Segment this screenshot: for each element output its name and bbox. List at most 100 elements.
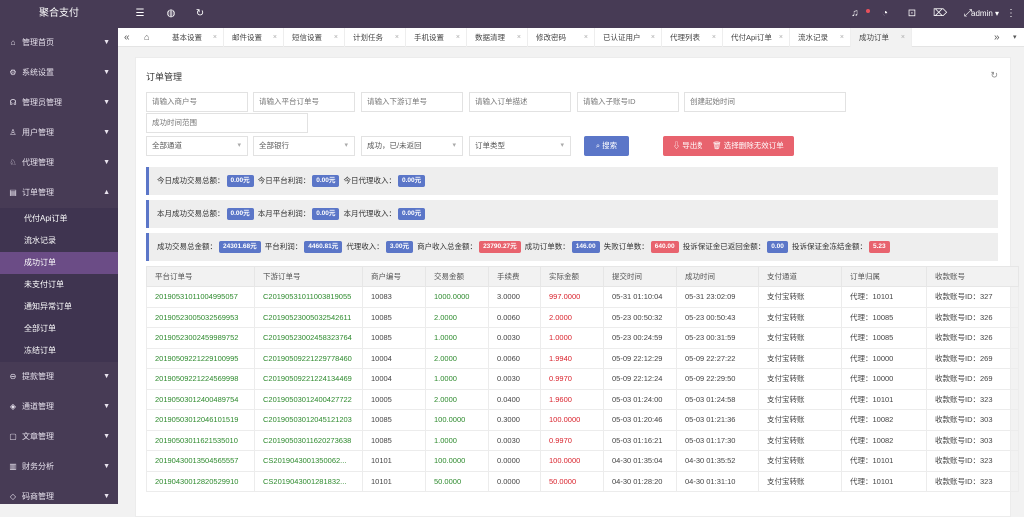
table-row[interactable]: 20190523002459989752 C2019052300245832376… <box>146 327 1019 349</box>
sidebar-subitem-0[interactable]: 代付Api订单 <box>0 208 118 230</box>
tabs-menu-icon[interactable]: ▾ <box>1013 34 1017 41</box>
table-row[interactable]: 20190509221224569998 C2019050922122413446… <box>146 368 1019 390</box>
tab-11[interactable]: 成功订单 × <box>851 28 912 47</box>
search-button[interactable]: ⌕ 搜索 <box>584 136 629 156</box>
order-type-select[interactable]: 订单类型 ▾ <box>469 136 571 156</box>
table-cell: 20190503012400489754 <box>146 388 255 410</box>
bank-select[interactable]: 全部银行 ▾ <box>253 136 355 156</box>
table-row[interactable]: 20190430013504565557 CS2019043001350062..… <box>146 450 1019 472</box>
sidebar-item-2[interactable]: ☊ 管理员管理 ▼ <box>0 88 118 118</box>
fullscreen-icon[interactable]: ⤢ <box>964 8 972 19</box>
fail-count-badge: 640.00 <box>650 241 679 254</box>
tab-10[interactable]: 流水记录 × <box>790 28 851 47</box>
tab-close-icon[interactable]: × <box>711 34 716 41</box>
column-header[interactable]: 交易金额 <box>425 266 489 287</box>
downstream-order-input[interactable]: 请输入下游订单号 <box>361 92 463 112</box>
table-row[interactable]: 20190430012820529910 CS2019043001281832..… <box>146 470 1019 492</box>
tab-close-icon[interactable]: × <box>900 34 905 41</box>
sidebar-subitem-3[interactable]: 未支付订单 <box>0 274 118 296</box>
tab-close-icon[interactable]: × <box>212 34 217 41</box>
column-header[interactable]: 收款账号 <box>926 266 1019 287</box>
tab-7[interactable]: 已认证用户 × <box>595 28 662 47</box>
refresh-icon[interactable]: ↻ <box>195 8 205 19</box>
column-header[interactable]: 订单归属 <box>841 266 927 287</box>
tag-icon[interactable]: ⌦ <box>933 8 948 19</box>
sidebar-item-7[interactable]: ◈ 通道管理 ▼ <box>0 392 118 422</box>
column-header[interactable]: 成功时间 <box>676 266 759 287</box>
tab-2[interactable]: 短信设置 × <box>284 28 345 47</box>
sidebar-item-6[interactable]: ⊖ 提款管理 ▼ <box>0 362 118 392</box>
tab-4[interactable]: 手机设置 × <box>406 28 467 47</box>
tabs-scroll-right-icon[interactable]: » <box>994 32 1000 43</box>
column-header[interactable]: 支付通道 <box>758 266 842 287</box>
tab-8[interactable]: 代理列表 × <box>662 28 723 47</box>
table-cell: 10101 <box>362 450 426 472</box>
sidebar-item-9[interactable]: ▥ 财务分析 ▼ <box>0 452 118 482</box>
table-cell: 收款账号ID：323 <box>926 450 1019 472</box>
tab-5[interactable]: 数据清理 × <box>467 28 528 47</box>
sub-account-input[interactable]: 请输入子账号ID <box>577 92 679 112</box>
tab-close-icon[interactable]: × <box>516 34 521 41</box>
table-cell: 2.0000 <box>425 388 489 410</box>
column-header[interactable]: 下游订单号 <box>254 266 363 287</box>
column-header[interactable]: 提交时间 <box>603 266 677 287</box>
tab-close-icon[interactable]: × <box>778 34 783 41</box>
tab-1[interactable]: 邮件设置 × <box>224 28 284 47</box>
tab-close-icon[interactable]: × <box>839 34 844 41</box>
user-menu[interactable]: admin ▾ <box>971 9 1000 18</box>
delete-invalid-button[interactable]: 🗑 选择删除无效订单 <box>702 136 794 156</box>
tab-close-icon[interactable]: × <box>333 34 338 41</box>
dashboard-icon[interactable]: ◔ <box>881 8 889 19</box>
sidebar-subitem-5[interactable]: 全部订单 <box>0 318 118 340</box>
success-range-input[interactable]: 成功时间范围 <box>146 113 308 133</box>
merchant-no-input[interactable]: 请输入商户号 <box>146 92 248 112</box>
column-header[interactable]: 商户编号 <box>362 266 426 287</box>
column-header[interactable]: 平台订单号 <box>146 266 255 287</box>
more-icon[interactable]: ⋮ <box>1006 8 1016 19</box>
tab-close-icon[interactable]: × <box>455 34 460 41</box>
sidebar-item-1[interactable]: ⚙ 系统设置 ▼ <box>0 58 118 88</box>
menu-toggle-icon[interactable]: ☰ <box>135 8 145 19</box>
tab-6[interactable]: 修改密码 × <box>528 28 595 47</box>
tab-close-icon[interactable]: × <box>272 34 277 41</box>
table-row[interactable]: 20190503011621535010 C2019050301162027363… <box>146 429 1019 451</box>
sidebar-item-0[interactable]: ⌂ 管理首页 ▼ <box>0 28 118 58</box>
tab-close-icon[interactable]: × <box>650 34 655 41</box>
sidebar-item-10[interactable]: ◇ 码商管理 ▼ <box>0 482 118 504</box>
chevron-down-icon: ▼ <box>103 159 110 166</box>
tab-3[interactable]: 计划任务 × <box>345 28 406 47</box>
bell-icon[interactable]: ♫ <box>851 8 859 19</box>
tab-close-icon[interactable]: × <box>583 34 588 41</box>
tabs-scroll-left-icon[interactable]: « <box>124 32 130 43</box>
platform-order-input[interactable]: 请输入平台订单号 <box>253 92 355 112</box>
tab-0[interactable]: 基本设置 × <box>164 28 224 47</box>
table-body: 20190531011004995057 C2019053101100381905… <box>146 286 1019 492</box>
sidebar-subitem-1[interactable]: 流水记录 <box>0 230 118 252</box>
column-header[interactable]: 手续费 <box>488 266 541 287</box>
table-cell: 50.0000 <box>540 470 604 492</box>
order-desc-input[interactable]: 请输入订单描述 <box>469 92 571 112</box>
created-start-input[interactable]: 创建起始时间 <box>684 92 846 112</box>
table-row[interactable]: 20190531011004995057 C2019053101100381905… <box>146 286 1019 308</box>
tab-9[interactable]: 代付Api订单 × <box>723 28 790 47</box>
sidebar-subitem-4[interactable]: 通知异常订单 <box>0 296 118 318</box>
tab-close-icon[interactable]: × <box>394 34 399 41</box>
status-select[interactable]: 成功，已/未返回 ▾ <box>361 136 463 156</box>
sidebar-item-5[interactable]: ▤ 订单管理 ▲ <box>0 178 118 208</box>
sidebar-item-8[interactable]: ▢ 文章管理 ▼ <box>0 422 118 452</box>
globe-icon[interactable]: ◍ <box>166 8 176 19</box>
sidebar-subitem-6[interactable]: 冻结订单 <box>0 340 118 362</box>
sidebar-item-3[interactable]: ♙ 用户管理 ▼ <box>0 118 118 148</box>
home-tab-icon[interactable]: ⌂ <box>144 32 150 42</box>
sidebar-subitem-2[interactable]: 成功订单 <box>0 252 118 274</box>
card-refresh-icon[interactable]: ↻ <box>990 70 998 80</box>
sidebar-item-4[interactable]: ♘ 代理管理 ▼ <box>0 148 118 178</box>
table-row[interactable]: 20190523005032569953 C2019052300503254261… <box>146 306 1019 328</box>
channel-select[interactable]: 全部通道 ▾ <box>146 136 248 156</box>
table-row[interactable]: 20190503012400489754 C2019050301240042772… <box>146 388 1019 410</box>
table-row[interactable]: 20190509221229100995 C2019050922122977846… <box>146 347 1019 369</box>
sidebar-item-icon: ▤ <box>9 188 17 197</box>
table-row[interactable]: 20190503012046101519 C2019050301204512120… <box>146 409 1019 431</box>
lock-icon[interactable]: ⊡ <box>907 8 917 19</box>
column-header[interactable]: 实际金额 <box>540 266 604 287</box>
